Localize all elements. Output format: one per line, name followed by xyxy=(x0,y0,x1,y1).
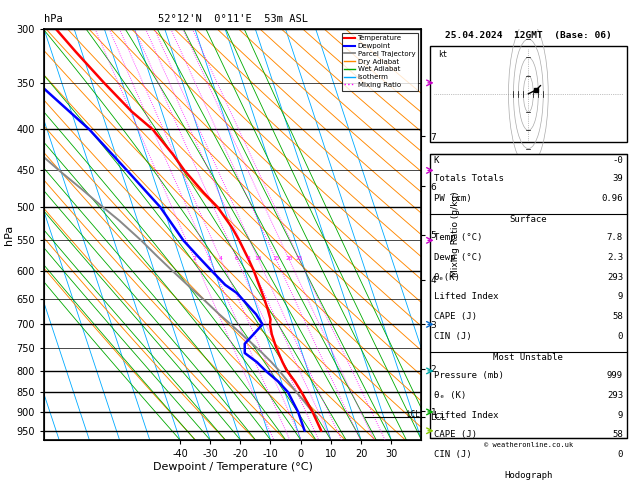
Text: Temp (°C): Temp (°C) xyxy=(434,233,482,242)
Text: Lifted Index: Lifted Index xyxy=(434,411,498,420)
Text: θₑ (K): θₑ (K) xyxy=(434,391,466,400)
Text: 52°12'N  0°11'E  53m ASL: 52°12'N 0°11'E 53m ASL xyxy=(158,14,308,24)
Text: Totals Totals: Totals Totals xyxy=(434,174,504,183)
Text: 293: 293 xyxy=(607,391,623,400)
Text: 999: 999 xyxy=(607,371,623,380)
X-axis label: Dewpoint / Temperature (°C): Dewpoint / Temperature (°C) xyxy=(153,462,313,471)
Y-axis label: hPa: hPa xyxy=(4,225,14,244)
Legend: Temperature, Dewpoint, Parcel Trajectory, Dry Adiabat, Wet Adiabat, Isotherm, Mi: Temperature, Dewpoint, Parcel Trajectory… xyxy=(342,33,418,90)
Bar xyxy=(430,46,627,142)
Text: 0.96: 0.96 xyxy=(601,194,623,203)
Text: 3: 3 xyxy=(208,256,211,261)
Text: K: K xyxy=(434,156,439,165)
Text: 9: 9 xyxy=(618,293,623,301)
Text: kt: kt xyxy=(438,50,447,59)
Text: 8: 8 xyxy=(247,256,250,261)
Text: 25.04.2024  12GMT  (Base: 06): 25.04.2024 12GMT (Base: 06) xyxy=(445,31,612,40)
Text: 58: 58 xyxy=(612,312,623,321)
Text: 39: 39 xyxy=(612,174,623,183)
Text: 293: 293 xyxy=(607,273,623,282)
Text: 4: 4 xyxy=(219,256,223,261)
Text: CIN (J): CIN (J) xyxy=(434,332,471,341)
Text: CIN (J): CIN (J) xyxy=(434,450,471,459)
Text: 58: 58 xyxy=(612,431,623,439)
Text: 7.8: 7.8 xyxy=(607,233,623,242)
Text: Hodograph: Hodograph xyxy=(504,471,552,480)
Text: 0: 0 xyxy=(618,450,623,459)
Text: CAPE (J): CAPE (J) xyxy=(434,431,477,439)
Bar xyxy=(430,155,627,438)
Text: LCL: LCL xyxy=(406,410,420,418)
Text: © weatheronline.co.uk: © weatheronline.co.uk xyxy=(484,442,573,448)
Text: θₑ(K): θₑ(K) xyxy=(434,273,460,282)
Text: Most Unstable: Most Unstable xyxy=(493,353,564,362)
Text: Surface: Surface xyxy=(509,215,547,224)
Text: -0: -0 xyxy=(612,156,623,165)
Text: 0: 0 xyxy=(618,332,623,341)
Text: 2: 2 xyxy=(192,256,196,261)
Text: 15: 15 xyxy=(272,256,279,261)
Text: Pressure (mb): Pressure (mb) xyxy=(434,371,504,380)
Text: Dewp (°C): Dewp (°C) xyxy=(434,253,482,262)
Text: 6: 6 xyxy=(235,256,238,261)
Text: hPa: hPa xyxy=(44,14,63,24)
Text: 20: 20 xyxy=(285,256,292,261)
Text: CAPE (J): CAPE (J) xyxy=(434,312,477,321)
Y-axis label: Mixing Ratio (g/kg): Mixing Ratio (g/kg) xyxy=(451,191,460,278)
Text: 2.3: 2.3 xyxy=(607,253,623,262)
Text: 9: 9 xyxy=(618,411,623,420)
Text: 25: 25 xyxy=(296,256,303,261)
Text: 10: 10 xyxy=(254,256,262,261)
Text: PW (cm): PW (cm) xyxy=(434,194,471,203)
Text: Lifted Index: Lifted Index xyxy=(434,293,498,301)
